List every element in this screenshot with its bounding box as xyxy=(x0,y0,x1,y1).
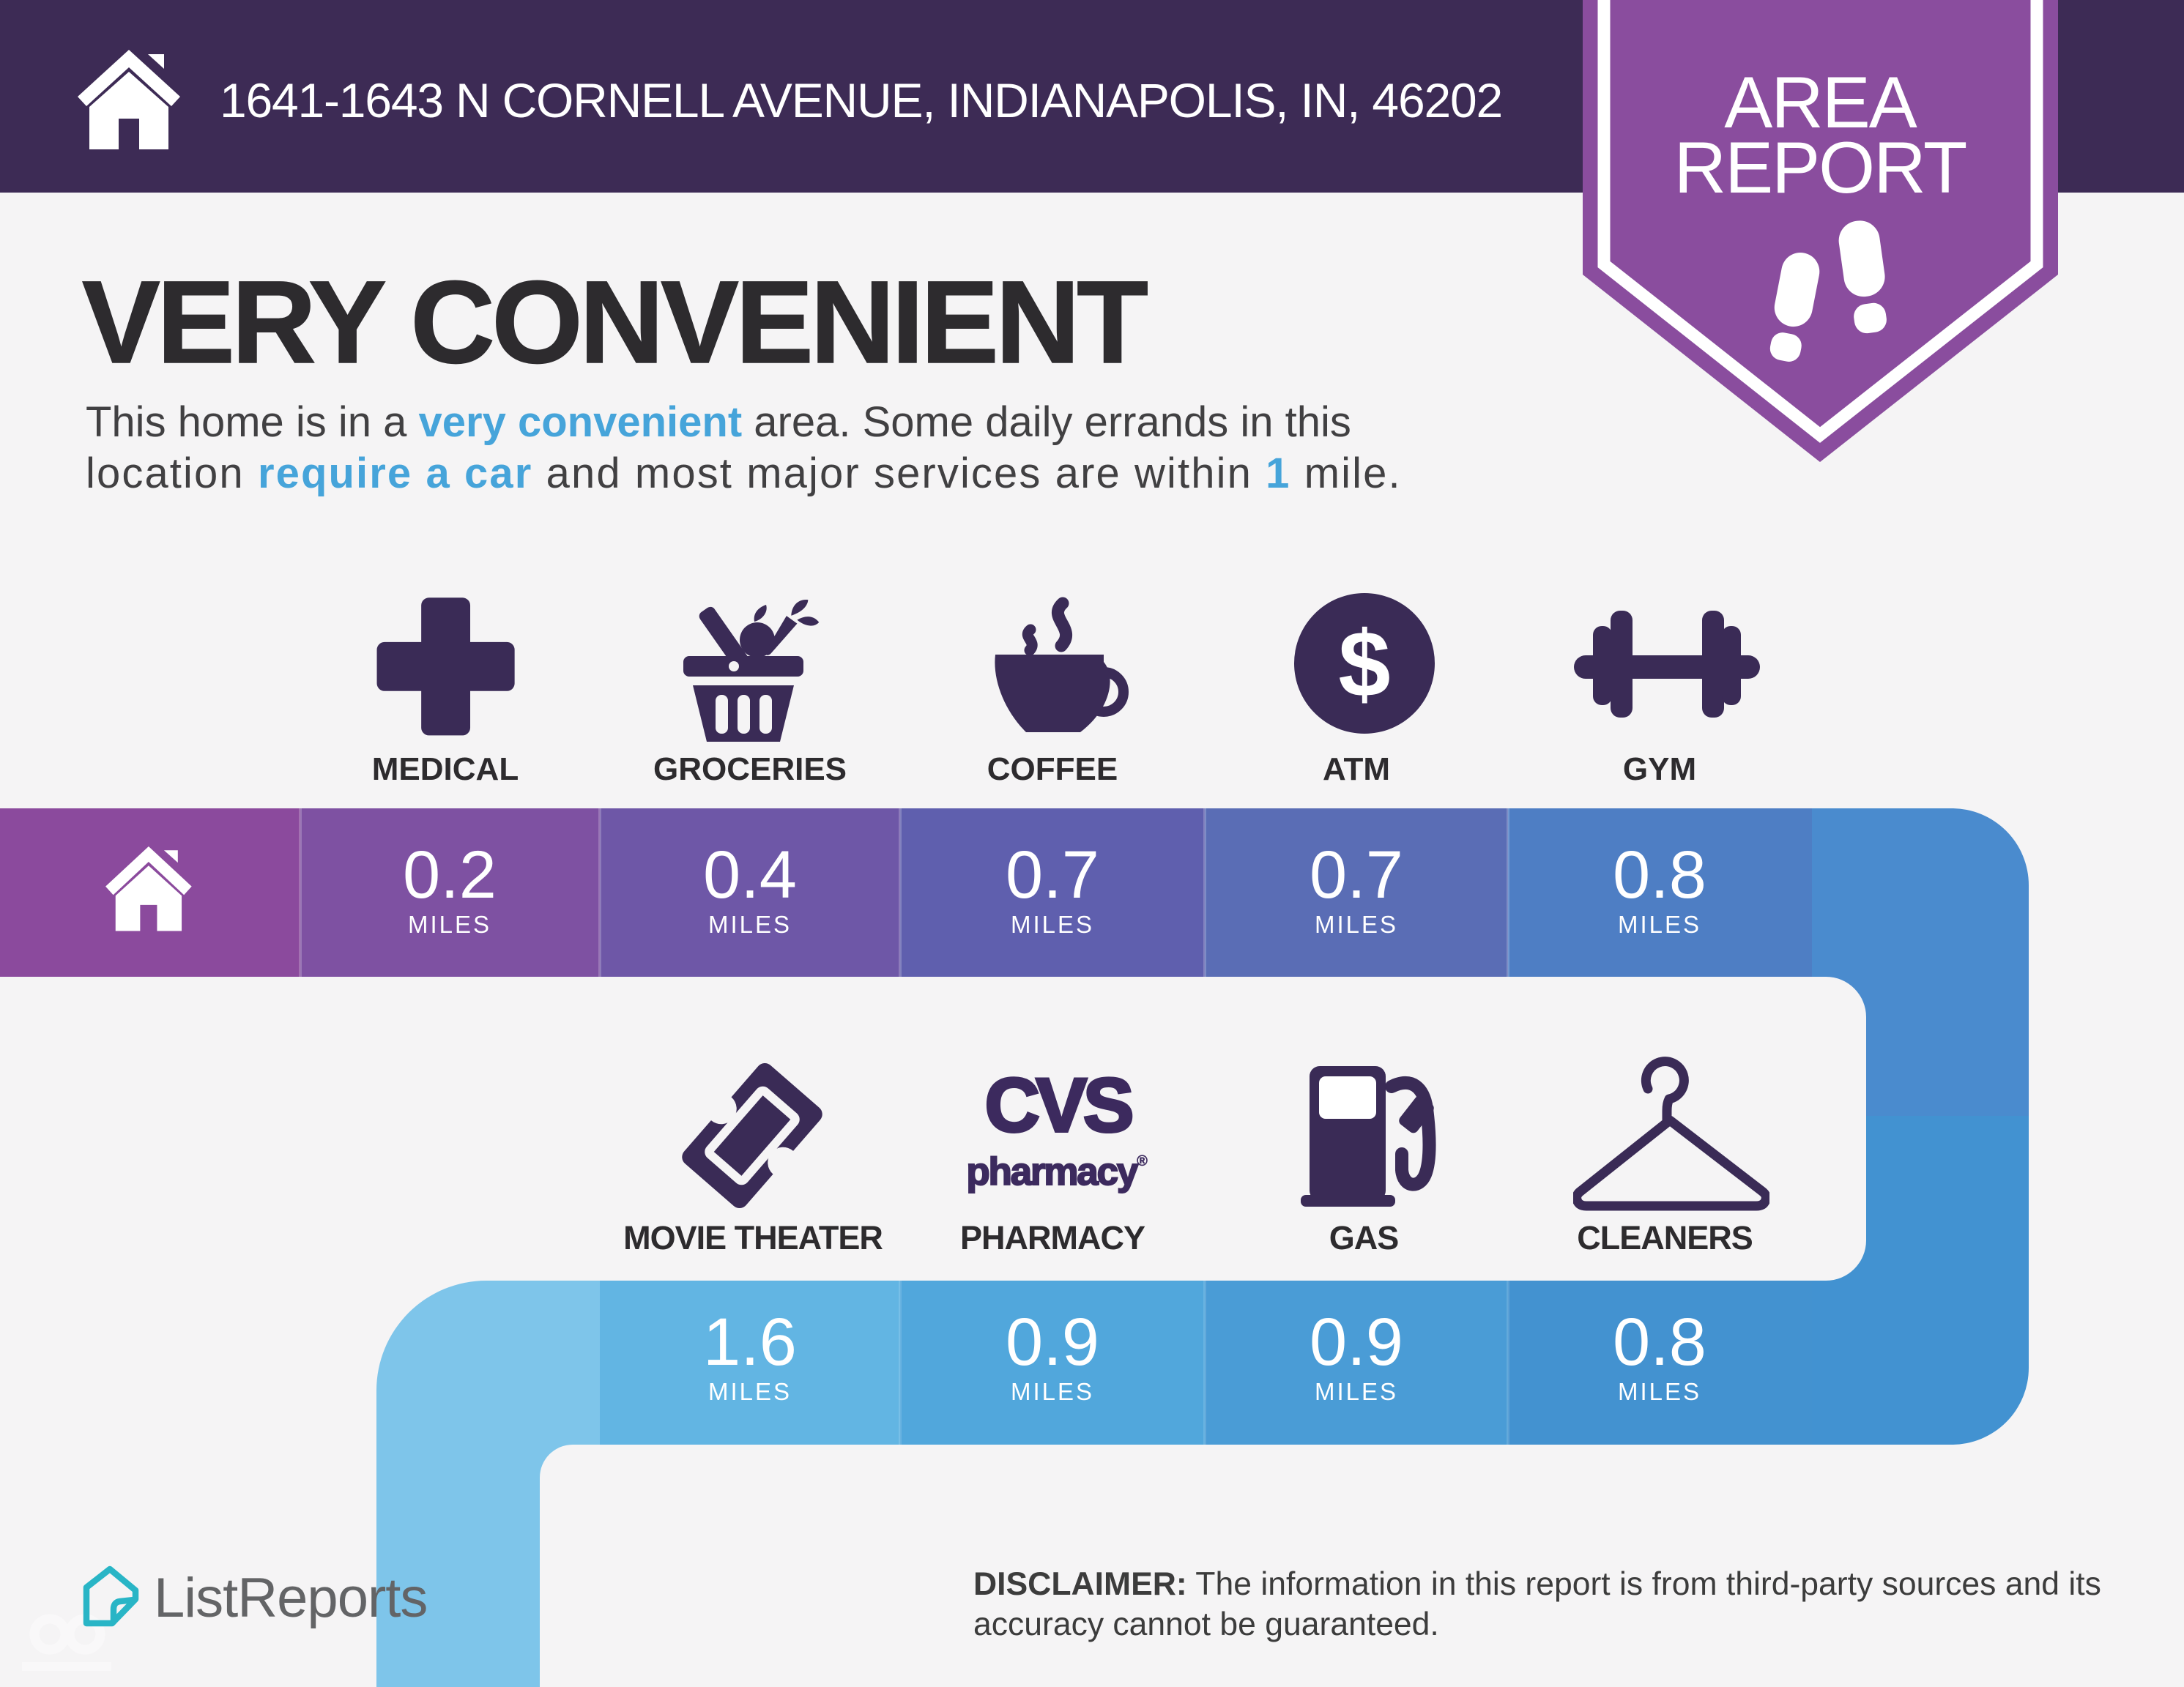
svg-text:$: $ xyxy=(1338,612,1390,717)
svg-text:REPORT: REPORT xyxy=(1674,127,1966,208)
svg-text:AREA: AREA xyxy=(1724,62,1917,143)
